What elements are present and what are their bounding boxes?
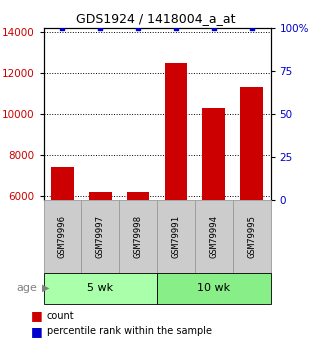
Text: percentile rank within the sample: percentile rank within the sample — [47, 326, 212, 336]
Bar — [240, 87, 263, 319]
Bar — [51, 167, 74, 319]
Text: 10 wk: 10 wk — [197, 283, 230, 293]
Bar — [127, 192, 150, 319]
Text: GSM79998: GSM79998 — [134, 215, 143, 258]
Bar — [89, 192, 112, 319]
Point — [60, 25, 65, 30]
Bar — [44, 200, 81, 273]
Text: GSM79991: GSM79991 — [171, 215, 180, 258]
Text: age: age — [16, 283, 37, 293]
Text: GSM79995: GSM79995 — [247, 215, 256, 258]
Text: GDS1924 / 1418004_a_at: GDS1924 / 1418004_a_at — [76, 12, 235, 26]
Point — [249, 25, 254, 30]
Text: GSM79997: GSM79997 — [96, 215, 105, 258]
Point — [136, 25, 141, 30]
Point — [174, 25, 179, 30]
Text: GSM79994: GSM79994 — [209, 215, 218, 258]
Bar — [44, 273, 157, 304]
Bar — [81, 200, 119, 273]
Text: ■: ■ — [31, 325, 43, 338]
Bar — [202, 108, 225, 319]
Bar — [195, 200, 233, 273]
Text: 5 wk: 5 wk — [87, 283, 114, 293]
Text: GSM79996: GSM79996 — [58, 215, 67, 258]
Bar — [165, 62, 187, 319]
Point — [211, 25, 216, 30]
Bar — [233, 200, 271, 273]
Text: ▶: ▶ — [42, 283, 49, 293]
Point — [98, 25, 103, 30]
Bar — [157, 200, 195, 273]
Bar — [119, 200, 157, 273]
Text: count: count — [47, 311, 74, 321]
Bar — [157, 273, 271, 304]
Text: ■: ■ — [31, 309, 43, 322]
